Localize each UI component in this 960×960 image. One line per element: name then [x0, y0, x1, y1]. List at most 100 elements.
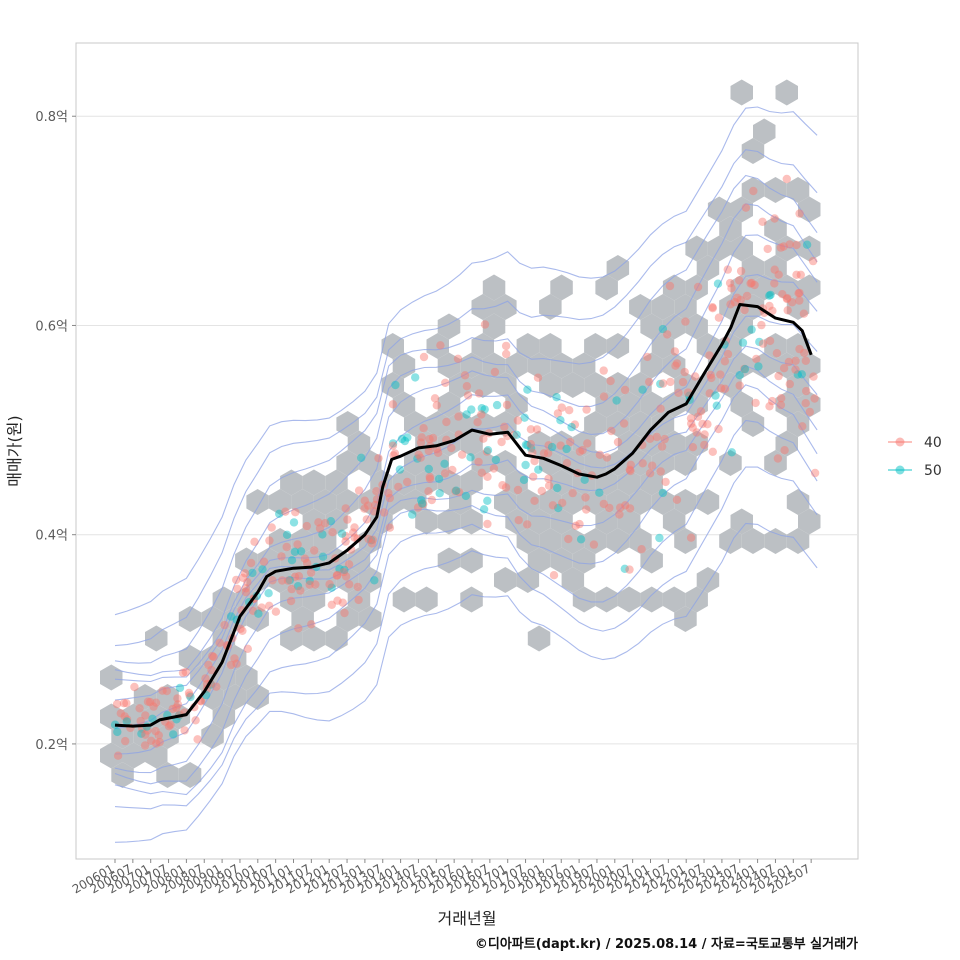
hexbin-cell [437, 508, 461, 535]
scatter-point [327, 600, 336, 609]
hexbin-cell [280, 586, 303, 613]
scatter-point [626, 460, 635, 469]
scatter-point [483, 446, 493, 455]
scatter-point [740, 364, 750, 374]
hexbin-cell [358, 489, 382, 515]
scatter-point [657, 442, 667, 451]
scatter-point [768, 396, 777, 406]
hexbin-cell [482, 274, 506, 301]
hexbin-cell [516, 489, 540, 515]
scatter-point [425, 474, 435, 484]
scatter-point [306, 568, 316, 577]
scatter-point [302, 521, 311, 531]
scatter-point [305, 576, 314, 586]
scatter-point [787, 298, 797, 307]
hexbin-cell [257, 547, 281, 574]
scatter-point [712, 401, 721, 410]
scatter-point [708, 303, 717, 312]
scatter-point [248, 568, 257, 578]
scatter-point [340, 608, 349, 618]
scatter-point [277, 552, 286, 561]
scatter-point [714, 313, 724, 322]
scatter-point [457, 450, 467, 459]
scatter-point [727, 448, 736, 457]
scatter-point [500, 422, 509, 431]
scatter-point [232, 575, 241, 585]
scatter-point [502, 349, 511, 359]
scatter-point [341, 531, 350, 541]
hexbin-cell [640, 547, 663, 574]
scatter-point [638, 459, 647, 468]
scatter-point [795, 344, 804, 354]
hexbin-cell [539, 294, 562, 320]
scatter-point [285, 576, 294, 585]
scatter-point [193, 735, 202, 744]
scatter-point [315, 524, 325, 533]
scatter-point [708, 447, 717, 456]
hexbin-cell [494, 489, 517, 515]
scatter-point [680, 367, 689, 377]
scatter-point [534, 465, 543, 474]
scatter-points [110, 174, 820, 760]
hexbin-cell [268, 528, 292, 554]
scatter-point [425, 434, 434, 444]
scatter-point [626, 466, 635, 476]
scatter-point [436, 341, 445, 350]
scatter-point [143, 697, 153, 706]
scatter-point [364, 501, 373, 510]
scatter-point [564, 534, 573, 544]
hexbin-cell [550, 352, 573, 379]
scatter-point [801, 399, 810, 408]
scatter-point [526, 425, 536, 434]
scatter-point [173, 700, 183, 709]
scatter-point [544, 441, 553, 450]
hexbin-cell [313, 567, 337, 593]
scatter-point [384, 488, 393, 498]
scatter-point [477, 410, 486, 419]
hexbin-cell [719, 372, 742, 398]
scatter-point [661, 477, 670, 487]
scatter-point [526, 440, 535, 449]
hexbin-cell [178, 606, 202, 632]
scatter-point [122, 715, 132, 724]
scatter-point [403, 477, 412, 487]
hexbin-cell [685, 313, 708, 340]
scatter-point [723, 265, 732, 274]
scatter-point [568, 488, 577, 498]
hexbin-cell [302, 508, 326, 535]
hexbin-cell [527, 625, 551, 652]
scatter-point [419, 499, 428, 509]
scatter-point [674, 388, 683, 397]
scatter-point [692, 428, 701, 437]
hexbin-cell [178, 645, 202, 671]
hexbin-cell [449, 489, 472, 515]
hexbin-cell [313, 489, 337, 515]
hexbin-cell [584, 489, 607, 515]
scatter-point [553, 483, 562, 493]
scatter-point [778, 290, 787, 299]
scatter-point [716, 370, 725, 379]
scatter-point [230, 654, 239, 663]
hexbin-cell [539, 528, 562, 554]
y-tick-label: 0.8억 [35, 110, 68, 125]
hexbin-cell [505, 469, 528, 496]
scatter-point [557, 403, 566, 412]
hexbin-cell [336, 606, 359, 632]
scatter-point [204, 660, 213, 670]
scatter-point [175, 683, 185, 693]
hexbin-cell [662, 352, 686, 379]
trend-line [114, 303, 813, 728]
scatter-point [725, 278, 735, 288]
scatter-point [681, 317, 690, 326]
scatter-point [325, 580, 334, 589]
scatter-point [562, 444, 571, 454]
scatter-point [735, 381, 744, 390]
scatter-point [606, 376, 615, 386]
scatter-point [400, 436, 410, 446]
scatter-point [483, 496, 492, 505]
scatter-point [537, 486, 546, 496]
scatter-point [112, 699, 122, 709]
scatter-point [578, 445, 587, 455]
scatter-point [333, 596, 342, 605]
scatter-point [482, 447, 492, 456]
